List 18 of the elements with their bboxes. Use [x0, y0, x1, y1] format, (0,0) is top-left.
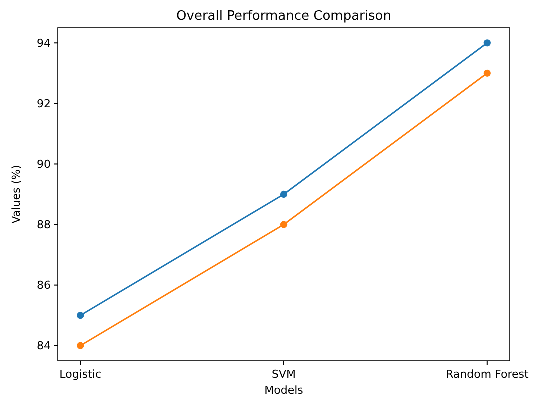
y-tick-label: 86 [37, 279, 51, 292]
y-tick-label: 94 [37, 36, 51, 50]
y-tick-label: 88 [37, 218, 51, 232]
x-tick-label: SVM [272, 368, 296, 381]
point [484, 40, 491, 47]
chart-title: Overall Performance Comparison [176, 9, 392, 24]
point [280, 190, 288, 198]
point [77, 312, 84, 320]
x-tick-label: Logistic [60, 368, 102, 381]
point [77, 342, 84, 350]
y-axis-title: Values (%) [10, 165, 23, 224]
y-tick-label: 92 [37, 98, 51, 111]
x-tick-label: Random Forest [446, 368, 530, 381]
x-axis-title: Models [264, 384, 304, 397]
y-tick-label: 84 [37, 340, 51, 353]
point [484, 70, 491, 77]
y-tick-label: 90 [37, 158, 51, 172]
point [280, 221, 288, 228]
